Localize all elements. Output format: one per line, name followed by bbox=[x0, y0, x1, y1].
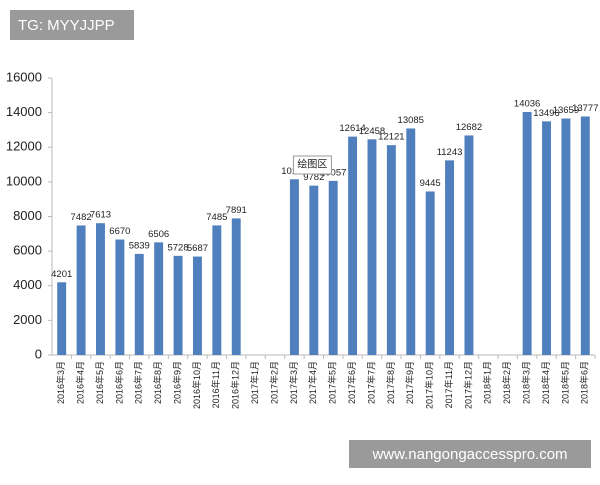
x-tick-label: 2018年2月 bbox=[501, 361, 512, 404]
value-label: 7891 bbox=[226, 205, 247, 216]
value-label: 9782 bbox=[303, 172, 324, 183]
bar bbox=[580, 116, 590, 355]
value-label: 13496 bbox=[533, 108, 559, 119]
value-label: 5839 bbox=[129, 240, 150, 251]
header-tag: TG: MYYJJPP bbox=[18, 17, 115, 34]
x-tick-label: 2017年2月 bbox=[268, 361, 279, 404]
bar bbox=[192, 256, 202, 355]
bar bbox=[57, 282, 67, 355]
x-tick-label: 2017年3月 bbox=[288, 361, 299, 404]
x-tick-label: 2016年12月 bbox=[230, 361, 241, 409]
bar bbox=[212, 225, 222, 355]
footer-url: www.nangongaccesspro.com bbox=[371, 446, 567, 463]
y-tick-label: 10000 bbox=[6, 173, 42, 188]
bar bbox=[76, 225, 86, 355]
value-label: 12458 bbox=[359, 126, 385, 137]
x-tick-label: 2016年7月 bbox=[133, 361, 144, 404]
value-label: 13777 bbox=[572, 103, 598, 114]
x-tick-label: 2016年3月 bbox=[55, 361, 66, 404]
bar bbox=[231, 218, 241, 355]
x-tick-label: 2018年5月 bbox=[559, 361, 570, 404]
x-tick-label: 2017年11月 bbox=[443, 361, 454, 408]
value-label: 14036 bbox=[514, 99, 540, 110]
bar bbox=[348, 136, 358, 355]
x-tick-label: 2016年10月 bbox=[191, 361, 202, 409]
y-tick-label: 14000 bbox=[6, 104, 42, 119]
value-label: 10057 bbox=[320, 167, 346, 178]
y-tick-label: 4000 bbox=[13, 277, 42, 292]
header-box bbox=[10, 10, 134, 40]
x-tick-label: 2016年11月 bbox=[210, 361, 221, 408]
value-label: 12682 bbox=[456, 122, 482, 133]
x-tick-label: 2016年8月 bbox=[152, 361, 163, 404]
x-tick-label: 2018年1月 bbox=[482, 361, 493, 404]
bar bbox=[386, 145, 396, 355]
x-tick-label: 2017年12月 bbox=[462, 361, 473, 409]
bar bbox=[425, 191, 435, 355]
y-tick-label: 16000 bbox=[6, 69, 42, 84]
x-tick-label: 2018年6月 bbox=[579, 361, 590, 404]
bar bbox=[522, 112, 532, 356]
bar bbox=[561, 118, 571, 355]
bar bbox=[445, 160, 455, 355]
value-label: 12121 bbox=[378, 132, 404, 143]
x-tick-label: 2016年6月 bbox=[113, 361, 124, 404]
value-label: 12614 bbox=[339, 123, 365, 134]
x-tick-label: 2016年5月 bbox=[94, 361, 105, 404]
y-tick-label: 12000 bbox=[6, 139, 42, 154]
value-label: 5687 bbox=[187, 243, 208, 254]
value-label: 9445 bbox=[420, 178, 441, 189]
value-label: 5728 bbox=[167, 242, 188, 253]
x-tick-label: 2017年7月 bbox=[365, 361, 376, 404]
value-label: 7485 bbox=[206, 212, 227, 223]
x-tick-label: 2016年4月 bbox=[74, 361, 85, 404]
bar bbox=[542, 121, 551, 356]
y-tick-label: 2000 bbox=[13, 312, 42, 327]
bar bbox=[367, 139, 377, 355]
x-tick-label: 2017年4月 bbox=[307, 361, 318, 404]
y-tick-label: 6000 bbox=[13, 243, 42, 258]
value-label: 7613 bbox=[90, 210, 111, 221]
x-tick-label: 2017年8月 bbox=[385, 361, 396, 404]
value-label: 13659 bbox=[553, 105, 579, 116]
x-tick-label: 2017年6月 bbox=[346, 361, 357, 404]
value-label: 7482 bbox=[71, 212, 92, 223]
y-tick-label: 8000 bbox=[13, 208, 42, 223]
value-label: 13085 bbox=[398, 115, 424, 126]
bar bbox=[328, 180, 338, 355]
x-tick-label: 2017年5月 bbox=[327, 361, 338, 404]
bar bbox=[289, 179, 299, 355]
tooltip-box bbox=[292, 155, 332, 175]
bar bbox=[154, 242, 164, 355]
bar bbox=[115, 239, 125, 355]
footer-box bbox=[349, 440, 591, 468]
bar bbox=[173, 255, 183, 355]
bar bbox=[309, 185, 319, 355]
tooltip: 绘图区 bbox=[297, 158, 327, 171]
x-tick-label: 2017年10月 bbox=[424, 361, 435, 409]
bar bbox=[464, 135, 474, 355]
y-tick-label: 0 bbox=[35, 346, 42, 361]
x-tick-label: 2016年9月 bbox=[171, 361, 182, 404]
value-label: 4201 bbox=[51, 269, 72, 280]
value-label: 6506 bbox=[148, 229, 169, 240]
x-tick-label: 2017年1月 bbox=[249, 361, 260, 404]
x-tick-label: 2017年9月 bbox=[404, 361, 415, 404]
x-tick-label: 2018年3月 bbox=[521, 361, 532, 404]
value-label: 11243 bbox=[437, 147, 463, 158]
bar bbox=[134, 253, 144, 355]
value-label: 6670 bbox=[109, 226, 130, 237]
x-tick-label: 2018年4月 bbox=[540, 361, 551, 404]
bar bbox=[406, 128, 416, 355]
bar bbox=[96, 223, 105, 355]
plot: 0 2000 4000 6000 8000 10000 12000 14000 16000 201… bbox=[6, 69, 599, 409]
